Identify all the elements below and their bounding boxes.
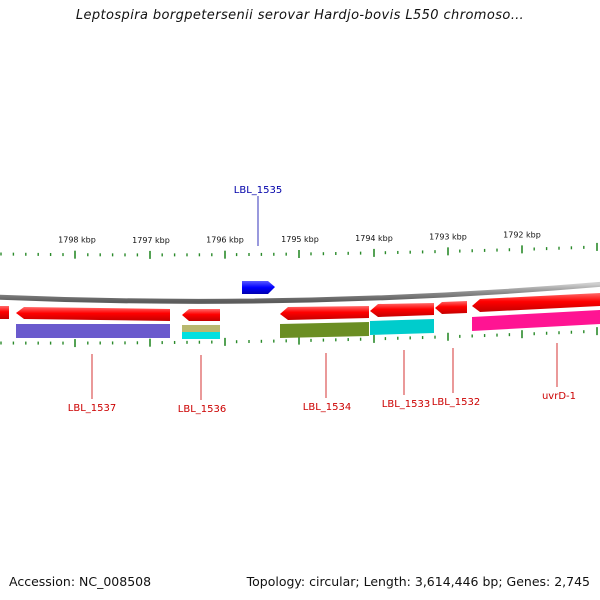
cog-uvrd-1[interactable] — [472, 310, 600, 331]
tick-label: 1794 kbp — [355, 234, 393, 243]
accession-text: Accession: NC_008508 — [9, 574, 152, 589]
label-lbl-1532[interactable]: LBL_1532 — [432, 397, 480, 408]
cog-lbl-1533[interactable] — [370, 319, 434, 335]
cog-track — [16, 310, 600, 339]
label-leaders — [91, 196, 558, 400]
label-lbl-1535[interactable]: LBL_1535 — [234, 185, 282, 196]
cog-lbl-1534[interactable] — [280, 322, 369, 338]
cds-lbl-1534[interactable] — [280, 306, 369, 320]
tick-labels: 1798 kbp 1797 kbp 1796 kbp 1795 kbp 1794 kbp… — [58, 230, 541, 245]
tick-row-top — [0, 242, 598, 259]
tick-label: 1793 kbp — [429, 232, 467, 241]
tick-label: 1797 kbp — [132, 236, 170, 245]
tick-row-bottom — [0, 327, 598, 348]
label-lbl-1536[interactable]: LBL_1536 — [178, 404, 226, 415]
cds-lbl-1532[interactable] — [435, 301, 467, 314]
cds-uvrd-1[interactable] — [472, 293, 600, 312]
tick-label: 1795 kbp — [281, 235, 319, 244]
genome-summary-text: Topology: circular; Length: 3,614,446 bp… — [246, 574, 590, 589]
tick-label: 1792 kbp — [503, 230, 541, 239]
cog-lbl-1536-a[interactable] — [182, 325, 220, 332]
cog-lbl-1537[interactable] — [16, 324, 170, 338]
cds-lbl-1533[interactable] — [370, 303, 434, 317]
cog-lbl-1536-b[interactable] — [182, 332, 220, 339]
cds-lbl-1535[interactable] — [242, 281, 275, 294]
backbone-arc — [0, 281, 600, 304]
tick-label: 1798 kbp — [58, 236, 96, 245]
label-uvrd-1[interactable]: uvrD-1 — [542, 391, 576, 402]
cds-partial-left[interactable] — [0, 306, 9, 319]
cds-lbl-1537[interactable] — [16, 307, 170, 321]
label-lbl-1534[interactable]: LBL_1534 — [303, 402, 351, 413]
label-lbl-1533[interactable]: LBL_1533 — [382, 399, 430, 410]
cds-lbl-1536[interactable] — [182, 309, 220, 321]
tick-label: 1796 kbp — [206, 236, 244, 245]
map-title: Leptospira borgpetersenii serovar Hardjo… — [75, 8, 525, 23]
label-lbl-1537[interactable]: LBL_1537 — [68, 403, 116, 414]
reverse-cds-track — [0, 293, 600, 321]
